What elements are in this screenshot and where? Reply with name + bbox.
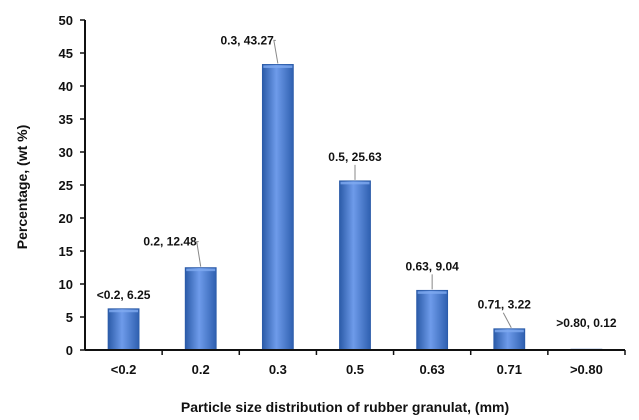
y-tick-label: 20 bbox=[59, 211, 73, 226]
y-tick-label: 5 bbox=[66, 310, 73, 325]
bar-highlight bbox=[417, 291, 447, 294]
y-axis-title: Percentage, (wt %) bbox=[14, 125, 30, 249]
data-label: 0.63, 9.04 bbox=[405, 259, 459, 273]
y-tick-label: 30 bbox=[59, 145, 73, 160]
y-tick-label: 50 bbox=[59, 13, 73, 28]
x-tick-label: 0.2 bbox=[192, 362, 210, 377]
x-tick-label: 0.3 bbox=[269, 362, 287, 377]
bar-highlight bbox=[263, 65, 293, 68]
bar bbox=[339, 180, 371, 351]
y-tick-label: 25 bbox=[59, 178, 73, 193]
x-tick-label: >0.80 bbox=[570, 362, 603, 377]
y-tick-label: 10 bbox=[59, 277, 73, 292]
y-tick-label: 0 bbox=[66, 343, 73, 358]
bar-highlight bbox=[494, 329, 524, 333]
data-label-leader bbox=[196, 241, 202, 267]
data-label-leader bbox=[502, 312, 512, 328]
bar-highlight bbox=[340, 181, 370, 185]
y-tick-label: 45 bbox=[59, 46, 73, 61]
bar bbox=[107, 308, 140, 351]
x-tick-label: 0.71 bbox=[497, 362, 522, 377]
y-tick-label: 15 bbox=[59, 244, 73, 259]
x-tick-label: 0.5 bbox=[346, 362, 364, 377]
bar bbox=[416, 289, 449, 351]
data-label: 0.71, 3.22 bbox=[478, 298, 532, 312]
x-tick-label: 0.63 bbox=[419, 362, 444, 377]
bar-highlight bbox=[186, 268, 216, 272]
bar-highlight bbox=[109, 309, 139, 313]
bar bbox=[184, 267, 217, 351]
data-label-leader bbox=[273, 39, 279, 64]
y-tick-label: 35 bbox=[59, 112, 73, 127]
data-label: 0.5, 25.63 bbox=[328, 150, 382, 164]
data-label: >0.80, 0.12 bbox=[556, 316, 617, 330]
data-label: 0.3, 43.27 bbox=[220, 33, 274, 47]
y-tick-label: 40 bbox=[59, 79, 73, 94]
x-axis-title: Particle size distribution of rubber gra… bbox=[181, 399, 509, 415]
bar bbox=[261, 64, 294, 351]
data-label: 0.2, 12.48 bbox=[143, 235, 197, 249]
x-tick-label: <0.2 bbox=[111, 362, 137, 377]
data-label: <0.2, 6.25 bbox=[97, 288, 151, 302]
